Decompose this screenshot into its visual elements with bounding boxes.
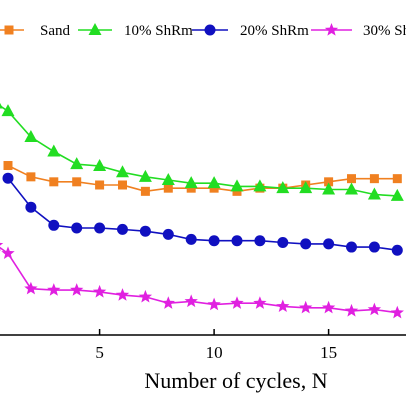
data-point bbox=[116, 165, 129, 178]
data-point bbox=[346, 241, 357, 253]
data-point bbox=[392, 174, 402, 184]
data-point bbox=[162, 228, 174, 240]
data-point bbox=[391, 244, 403, 256]
data-point bbox=[93, 158, 107, 171]
data-point bbox=[0, 242, 4, 251]
x-tick-label: 5 bbox=[95, 343, 104, 362]
data-point bbox=[390, 305, 404, 319]
data-point bbox=[3, 161, 13, 171]
data-point bbox=[95, 180, 105, 190]
series-line bbox=[7, 164, 398, 193]
legend-label: 20% ShRm bbox=[240, 23, 309, 39]
data-point bbox=[231, 235, 243, 247]
series-2 bbox=[2, 172, 403, 256]
data-point bbox=[92, 284, 107, 298]
legend-label: 10% ShRm bbox=[124, 23, 193, 39]
data-point bbox=[184, 294, 198, 308]
legend-marker bbox=[204, 24, 216, 36]
data-point bbox=[276, 299, 290, 313]
data-point bbox=[26, 172, 36, 182]
data-point bbox=[322, 182, 336, 195]
data-point bbox=[48, 219, 60, 231]
data-point bbox=[207, 176, 221, 189]
data-point bbox=[161, 173, 175, 186]
legend-entry: Sand bbox=[0, 23, 71, 39]
legend-marker bbox=[4, 25, 14, 35]
data-point bbox=[230, 179, 244, 192]
data-point bbox=[25, 201, 37, 213]
data-point bbox=[321, 300, 336, 314]
data-point bbox=[47, 283, 61, 296]
data-point bbox=[369, 174, 379, 184]
data-point bbox=[2, 172, 14, 184]
data-point bbox=[276, 181, 290, 194]
data-point bbox=[253, 296, 267, 309]
x-tick-label: 15 bbox=[320, 343, 337, 362]
data-point bbox=[347, 174, 356, 184]
data-point bbox=[367, 302, 382, 316]
series-1 bbox=[0, 102, 404, 201]
data-point bbox=[115, 288, 130, 301]
data-point bbox=[323, 238, 335, 250]
data-point bbox=[49, 177, 59, 187]
data-point bbox=[299, 181, 313, 194]
data-point bbox=[72, 177, 82, 187]
legend: Sand 10% ShRm 20% ShRm 30% ShRm bbox=[0, 23, 406, 39]
data-point bbox=[24, 281, 38, 295]
series-layer bbox=[0, 102, 404, 319]
data-point bbox=[367, 187, 381, 200]
data-point bbox=[368, 241, 380, 253]
data-point bbox=[71, 222, 83, 234]
data-point bbox=[161, 296, 175, 309]
legend-marker bbox=[324, 23, 339, 36]
data-point bbox=[254, 235, 266, 247]
legend-marker bbox=[88, 23, 102, 35]
legend-entry: 30% ShRm bbox=[311, 23, 406, 39]
data-point bbox=[138, 169, 152, 182]
data-point bbox=[253, 179, 267, 192]
series-0 bbox=[3, 161, 402, 196]
legend-label: 30% ShRm bbox=[363, 23, 406, 39]
data-point bbox=[163, 183, 173, 193]
data-point bbox=[0, 102, 4, 109]
data-point bbox=[390, 188, 404, 201]
x-tick-label: 10 bbox=[206, 343, 223, 362]
data-point bbox=[117, 223, 128, 235]
data-point bbox=[70, 157, 84, 170]
legend-entry: 20% ShRm bbox=[192, 23, 309, 39]
data-point bbox=[300, 238, 312, 250]
data-point bbox=[47, 144, 61, 157]
data-point bbox=[345, 182, 358, 195]
data-point bbox=[1, 104, 15, 117]
data-point bbox=[230, 296, 244, 309]
data-point bbox=[344, 303, 359, 317]
series-line bbox=[0, 246, 398, 314]
series-3 bbox=[0, 242, 404, 319]
data-point bbox=[1, 246, 15, 260]
data-point bbox=[94, 222, 106, 234]
data-point bbox=[208, 235, 220, 247]
data-point bbox=[207, 297, 221, 311]
data-point bbox=[185, 233, 197, 245]
data-point bbox=[299, 300, 313, 314]
data-point bbox=[70, 283, 84, 296]
data-point bbox=[139, 225, 151, 237]
x-axis-title: Number of cycles, N bbox=[144, 368, 327, 393]
x-ticks: 5 10 15 bbox=[95, 329, 337, 362]
data-point bbox=[118, 180, 127, 190]
data-point bbox=[277, 237, 289, 249]
legend-label: Sand bbox=[40, 23, 71, 39]
data-point bbox=[324, 177, 334, 187]
legend-entry: 10% ShRm bbox=[78, 23, 193, 39]
data-point bbox=[24, 129, 38, 142]
data-point bbox=[138, 289, 153, 303]
data-point bbox=[140, 186, 150, 196]
data-point bbox=[184, 176, 198, 189]
